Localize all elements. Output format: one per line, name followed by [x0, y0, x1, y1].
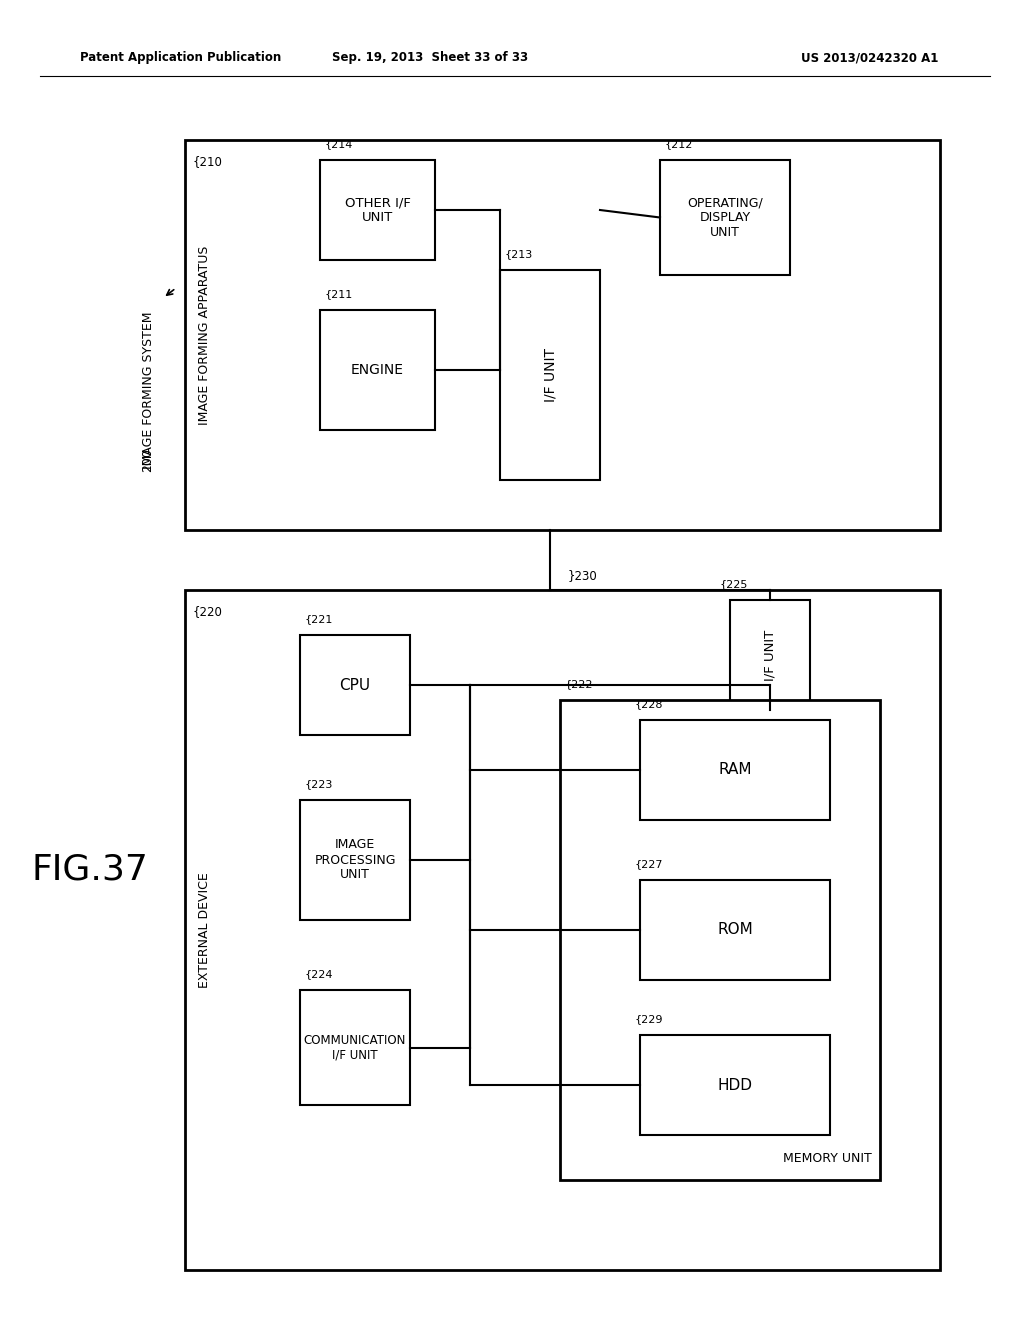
Bar [560, 700, 880, 1180]
Text: ENGINE: ENGINE [351, 363, 404, 378]
Text: {227: {227 [635, 859, 664, 869]
Text: IMAGE FORMING SYSTEM: IMAGE FORMING SYSTEM [141, 312, 155, 469]
Text: MEMORY UNIT: MEMORY UNIT [783, 1152, 872, 1166]
Text: {228: {228 [635, 700, 664, 709]
Text: }230: }230 [568, 569, 598, 582]
Text: IMAGE FORMING APPARATUS: IMAGE FORMING APPARATUS [199, 246, 212, 425]
Bar [660, 160, 790, 275]
Text: {220: {220 [193, 606, 223, 619]
Text: CPU: CPU [339, 677, 371, 693]
Text: I/F UNIT: I/F UNIT [543, 348, 557, 403]
Bar [640, 880, 830, 979]
Bar [319, 160, 435, 260]
Bar [300, 635, 410, 735]
Text: OPERATING/
DISPLAY
UNIT: OPERATING/ DISPLAY UNIT [687, 195, 763, 239]
Text: {222: {222 [565, 678, 594, 689]
Text: EXTERNAL DEVICE: EXTERNAL DEVICE [199, 873, 212, 987]
Text: {211: {211 [325, 289, 353, 300]
Bar [640, 1035, 830, 1135]
Text: US 2013/0242320 A1: US 2013/0242320 A1 [802, 51, 939, 65]
Text: {210: {210 [193, 156, 223, 169]
Text: {221: {221 [305, 614, 334, 624]
Text: IMAGE
PROCESSING
UNIT: IMAGE PROCESSING UNIT [314, 838, 395, 882]
Text: FIG.37: FIG.37 [32, 853, 148, 887]
Text: {214: {214 [325, 139, 353, 149]
Text: {224: {224 [305, 969, 334, 979]
Bar [319, 310, 435, 430]
Bar [500, 271, 600, 480]
Text: I/F UNIT: I/F UNIT [764, 630, 776, 681]
Bar [730, 601, 810, 710]
Text: RAM: RAM [718, 763, 752, 777]
Bar [185, 590, 940, 1270]
Bar [300, 990, 410, 1105]
Bar [185, 140, 940, 531]
Text: {213: {213 [505, 249, 534, 259]
Text: {225: {225 [720, 579, 749, 589]
Text: {212: {212 [665, 139, 693, 149]
Bar [640, 719, 830, 820]
Text: ROM: ROM [717, 923, 753, 937]
Text: {223: {223 [305, 779, 334, 789]
Text: {229: {229 [635, 1014, 664, 1024]
Text: OTHER I/F
UNIT: OTHER I/F UNIT [344, 195, 411, 224]
Text: HDD: HDD [718, 1077, 753, 1093]
Bar [300, 800, 410, 920]
Text: 200: 200 [141, 447, 155, 473]
Text: Patent Application Publication: Patent Application Publication [80, 51, 282, 65]
Text: COMMUNICATION
I/F UNIT: COMMUNICATION I/F UNIT [304, 1034, 407, 1061]
Text: Sep. 19, 2013  Sheet 33 of 33: Sep. 19, 2013 Sheet 33 of 33 [332, 51, 528, 65]
